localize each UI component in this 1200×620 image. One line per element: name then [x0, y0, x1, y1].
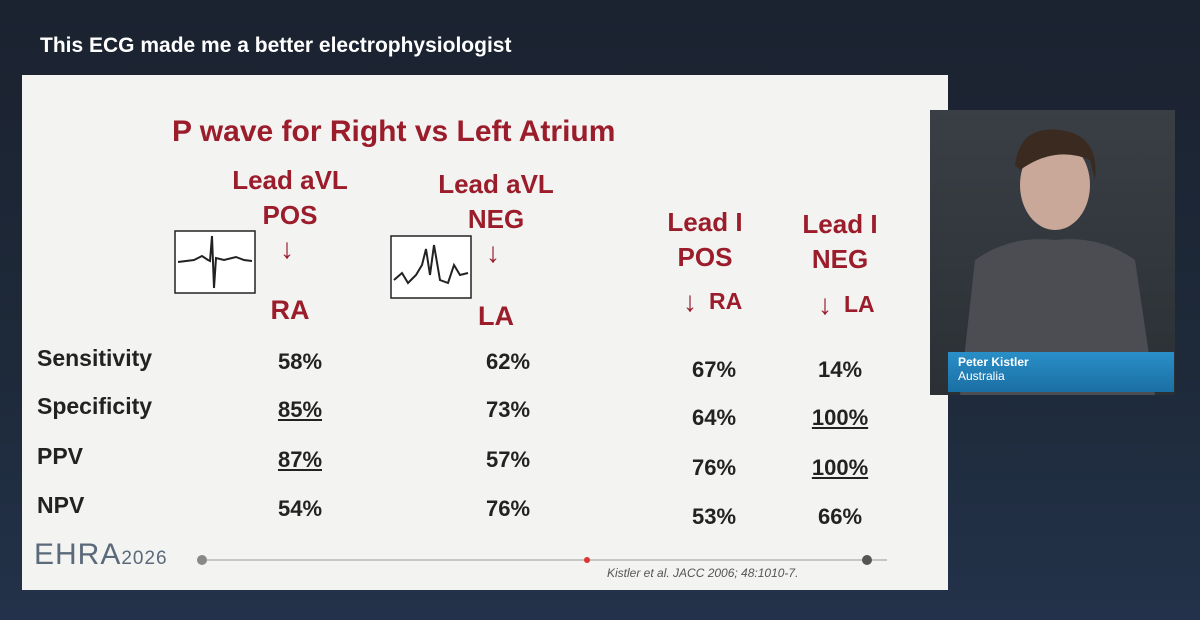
column-header: Lead I NEG — [740, 207, 940, 277]
column-header-line: Lead aVL — [438, 169, 554, 199]
column-header-line: NEG — [811, 244, 869, 274]
cell-value: 58% — [277, 349, 323, 374]
cell-value: 100% — [811, 455, 869, 480]
cell-value: 57% — [485, 447, 531, 472]
logo-name: EHRA — [34, 538, 122, 571]
arrow: ↓ — [818, 289, 832, 320]
column-result: LA — [478, 301, 514, 331]
speaker-video — [930, 110, 1175, 395]
column-header: Lead aVL NEG — [396, 167, 596, 237]
cell-value: 100% — [811, 405, 869, 430]
logo-year: 2026 — [121, 548, 168, 569]
arrow: ↓ — [280, 233, 294, 264]
column-header-line: Lead aVL — [232, 165, 348, 195]
cell-value: 62% — [485, 349, 531, 374]
logo: EHRA2026 — [34, 538, 168, 572]
column-result: RA — [709, 288, 743, 314]
cell-value: 14% — [817, 357, 863, 382]
column-header: Lead I POS — [605, 205, 805, 275]
header-title: This ECG made me a better electrophysiol… — [40, 34, 512, 57]
cell-value: 53% — [691, 504, 737, 529]
column-result: RA — [270, 295, 310, 325]
column-header-line: POS — [262, 200, 318, 230]
column-header: Lead aVL POS — [190, 163, 390, 233]
footer-line — [197, 555, 887, 565]
row-label: Specificity — [37, 393, 153, 419]
column-header-line: Lead I — [802, 209, 878, 239]
column-header-line: NEG — [467, 204, 525, 234]
ecg-trace-neg — [390, 235, 472, 299]
column-result: LA — [844, 291, 875, 317]
cell-value: 54% — [277, 496, 323, 521]
speaker-label: Peter Kistler Australia — [948, 352, 1174, 392]
ecg-trace-pos — [174, 230, 256, 294]
citation: Kistler et al. JACC 2006; 48:1010-7. — [607, 566, 799, 580]
cell-value: 73% — [485, 397, 531, 422]
arrow: ↓ — [683, 286, 697, 317]
slide: P wave for Right vs Left Atrium EHRA2026… — [22, 75, 948, 590]
speaker-name: Peter Kistler — [958, 355, 1029, 369]
cell-value: 87% — [277, 447, 323, 472]
column-header-line: POS — [677, 242, 733, 272]
row-label: Sensitivity — [37, 345, 153, 371]
cell-value: 66% — [817, 504, 863, 529]
cell-value: 67% — [691, 357, 737, 382]
cell-value: 76% — [691, 455, 737, 480]
speaker-country: Australia — [958, 369, 1005, 383]
row-label: NPV — [37, 492, 85, 518]
arrow: ↓ — [486, 237, 500, 268]
slide-title: P wave for Right vs Left Atrium — [172, 115, 616, 148]
row-label: PPV — [37, 443, 84, 469]
cell-value: 85% — [277, 397, 323, 422]
cell-value: 76% — [485, 496, 531, 521]
cell-value: 64% — [691, 405, 737, 430]
column-header-line: Lead I — [667, 207, 743, 237]
